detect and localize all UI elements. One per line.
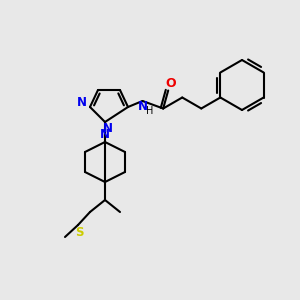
Text: N: N: [103, 122, 113, 136]
Text: N: N: [137, 100, 148, 113]
Text: N: N: [100, 128, 110, 140]
Text: S: S: [75, 226, 83, 239]
Text: O: O: [165, 77, 175, 90]
Text: N: N: [77, 97, 87, 110]
Text: H: H: [146, 106, 153, 116]
